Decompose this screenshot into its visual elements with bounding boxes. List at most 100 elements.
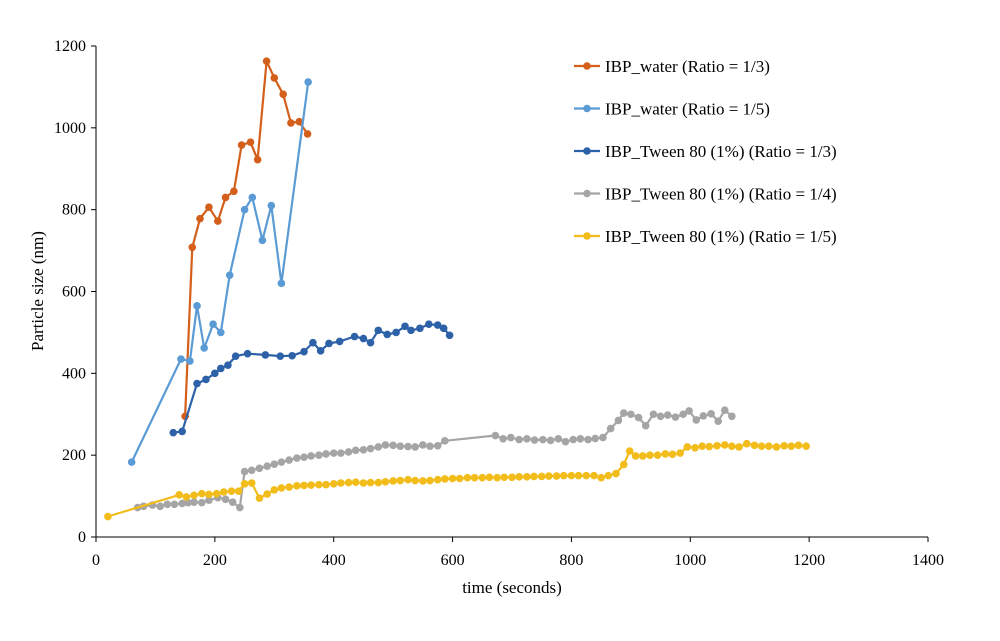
data-point xyxy=(277,458,286,466)
data-point xyxy=(359,446,368,454)
data-point xyxy=(493,473,501,482)
data-point xyxy=(515,435,523,444)
data-point xyxy=(193,302,201,310)
data-point xyxy=(247,466,256,475)
data-point xyxy=(619,460,628,469)
x-axis-title: time (seconds) xyxy=(462,578,562,597)
data-point xyxy=(205,496,213,504)
legend-item-1: IBP_water (Ratio = 1/3) xyxy=(574,57,770,76)
legend-swatch-marker xyxy=(583,62,591,70)
data-point xyxy=(426,442,434,450)
data-point xyxy=(255,464,264,473)
data-point xyxy=(374,443,383,451)
data-point xyxy=(316,347,325,355)
data-point xyxy=(463,473,472,482)
series-2 xyxy=(127,78,312,466)
data-point xyxy=(196,214,204,223)
data-point xyxy=(315,451,323,459)
data-point xyxy=(217,364,225,373)
data-point xyxy=(401,322,409,331)
data-point xyxy=(214,217,222,225)
x-tick-label: 600 xyxy=(441,552,465,569)
series-line xyxy=(130,81,310,463)
data-point xyxy=(574,471,583,480)
data-point xyxy=(552,472,561,480)
axes: 0 200 400 600 800 1000 1200 0 200 400 600 800 1000 12… xyxy=(54,38,944,569)
data-point xyxy=(612,469,620,478)
legend-swatch-marker xyxy=(583,104,591,113)
data-point xyxy=(597,473,605,482)
data-point xyxy=(389,477,397,485)
data-point xyxy=(344,448,353,456)
data-point xyxy=(359,479,368,487)
data-point xyxy=(230,187,238,196)
data-point xyxy=(270,74,279,82)
data-point xyxy=(530,472,538,481)
data-point xyxy=(627,410,635,419)
data-point xyxy=(780,441,788,450)
legend-swatch-marker xyxy=(583,189,591,198)
data-point xyxy=(404,442,412,451)
data-point xyxy=(757,442,766,450)
data-point xyxy=(248,193,257,202)
data-point xyxy=(625,447,634,455)
data-point xyxy=(277,484,286,492)
data-point xyxy=(156,502,164,511)
data-point xyxy=(499,435,507,443)
legend: IBP_water (Ratio = 1/3) IBP_water (Ratio … xyxy=(574,57,837,246)
data-point xyxy=(381,441,390,449)
series-5 xyxy=(104,439,810,521)
y-axis-title: Particle size (nm) xyxy=(28,231,47,351)
data-point xyxy=(445,331,454,340)
x-tick-label: 400 xyxy=(322,552,346,569)
data-point xyxy=(426,476,434,485)
data-point xyxy=(295,117,304,126)
data-point xyxy=(303,130,312,138)
y-tick-label: 400 xyxy=(62,365,86,382)
x-tick-label: 1200 xyxy=(793,552,825,569)
data-point xyxy=(224,361,232,369)
data-point xyxy=(713,441,721,450)
data-point xyxy=(163,500,172,509)
data-point xyxy=(606,424,615,433)
data-point xyxy=(351,478,360,486)
data-point xyxy=(448,474,457,483)
legend-swatch-marker xyxy=(583,232,591,240)
data-point xyxy=(359,334,368,343)
data-point xyxy=(374,478,383,487)
data-point xyxy=(325,339,333,348)
data-point xyxy=(170,500,179,509)
data-point xyxy=(186,357,194,365)
data-point xyxy=(309,338,317,347)
y-tick-label: 600 xyxy=(62,284,86,301)
data-point xyxy=(707,410,715,418)
y-tick-label: 1000 xyxy=(54,120,86,137)
data-point xyxy=(750,441,759,450)
y-tick-label: 1200 xyxy=(54,38,86,55)
data-point xyxy=(383,330,392,339)
data-point xyxy=(433,475,442,484)
legend-swatch-marker xyxy=(583,147,591,155)
data-point xyxy=(236,503,244,512)
data-point xyxy=(742,439,751,448)
data-point xyxy=(197,489,206,498)
series-1 xyxy=(181,57,312,421)
data-point xyxy=(441,437,449,445)
data-point xyxy=(228,498,237,507)
data-point xyxy=(178,427,186,436)
data-point xyxy=(439,324,448,333)
data-point xyxy=(219,488,228,496)
data-point xyxy=(419,477,427,485)
data-point xyxy=(720,406,729,414)
data-point xyxy=(656,412,665,421)
legend-label: IBP_Tween 80 (1%) (Ratio = 1/4) xyxy=(605,185,837,204)
data-point xyxy=(539,435,547,444)
data-point xyxy=(184,498,192,507)
data-point xyxy=(455,474,464,483)
data-point xyxy=(416,324,424,333)
data-point xyxy=(705,442,714,451)
series-4 xyxy=(133,406,736,512)
series-layer xyxy=(104,57,810,521)
data-point xyxy=(638,452,647,460)
